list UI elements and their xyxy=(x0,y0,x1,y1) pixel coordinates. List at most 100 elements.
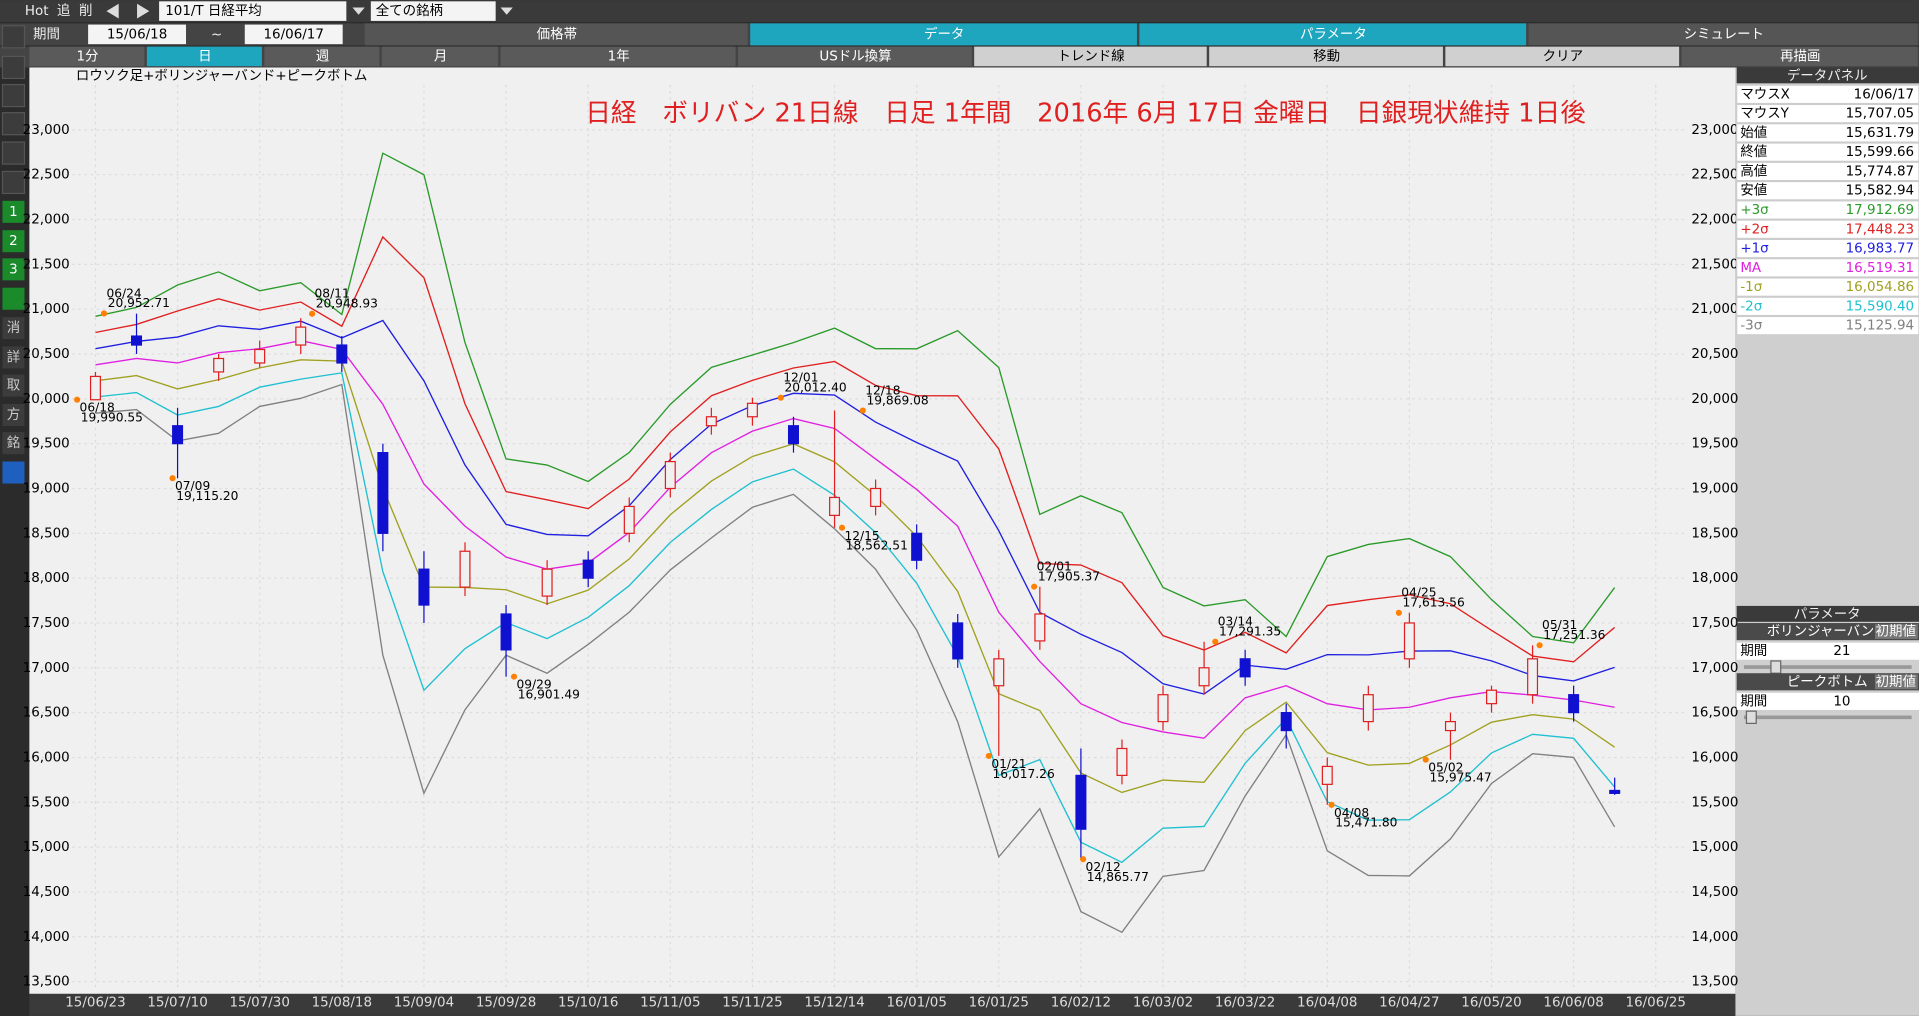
annotation-date: 05/31 xyxy=(1542,618,1577,632)
date-from: 15/06/18 xyxy=(107,27,167,42)
x-tick-label: 15/11/05 xyxy=(640,995,700,1010)
y-tick-label: 17,000 xyxy=(1691,661,1738,676)
sidebar-icon[interactable] xyxy=(2,258,25,281)
sidebar-icon[interactable] xyxy=(1,170,26,195)
panel-value: 16/06/17 xyxy=(1854,87,1914,102)
sidebar-icon[interactable] xyxy=(2,403,25,427)
candle-body xyxy=(418,568,430,606)
settings-icon[interactable] xyxy=(2,461,25,484)
sidebar-icon[interactable] xyxy=(2,200,25,223)
param-label: 期間 xyxy=(1740,693,1767,709)
annotation-value: 20,952.71 xyxy=(108,296,170,310)
sidebar-label: 消 xyxy=(7,320,20,336)
tab[interactable] xyxy=(1528,23,1918,46)
candle-body xyxy=(172,425,184,445)
slider-thumb[interactable] xyxy=(1770,660,1782,674)
peak-marker xyxy=(1212,638,1219,645)
band-line xyxy=(95,152,1616,644)
panel-value: 15,707.05 xyxy=(1846,107,1914,122)
toolbar-item[interactable]: 削 xyxy=(79,3,92,19)
nav-forward[interactable] xyxy=(137,3,150,19)
sidebar-label: 1 xyxy=(9,205,18,220)
reset-button[interactable] xyxy=(1874,674,1918,690)
peak-marker xyxy=(838,524,846,531)
toolbar-button[interactable] xyxy=(974,46,1207,67)
panel-row xyxy=(1736,315,1919,336)
toolbar-button[interactable] xyxy=(500,46,736,67)
toolbar-button[interactable] xyxy=(737,46,972,67)
x-tick-label: 15/08/18 xyxy=(312,995,372,1010)
reset-label: 初期値 xyxy=(1876,674,1916,690)
candle-body xyxy=(582,559,594,579)
peak-marker xyxy=(985,752,992,759)
param-section xyxy=(1736,623,1919,641)
candle-body xyxy=(1280,712,1292,732)
y-tick-label: 14,000 xyxy=(1691,930,1738,945)
peak-marker xyxy=(510,673,518,680)
sidebar-icon[interactable] xyxy=(2,374,25,397)
y-tick-label: 17,500 xyxy=(23,616,70,631)
toolbar-item[interactable]: Hot xyxy=(25,4,49,19)
dropdown[interactable] xyxy=(352,7,365,15)
toolbar-button[interactable] xyxy=(29,46,145,67)
y-tick-label: 15,500 xyxy=(1691,795,1738,810)
sidebar-icon[interactable] xyxy=(1,141,26,165)
annotation-value: 17,251.36 xyxy=(1543,628,1605,642)
panel-label: 安値 xyxy=(1740,183,1767,199)
panel-row xyxy=(1736,277,1919,297)
annotation-date: 12/01 xyxy=(783,371,818,385)
sidebar-icon[interactable] xyxy=(1,25,26,49)
sidebar-icon[interactable] xyxy=(2,346,25,369)
sidebar-icon[interactable] xyxy=(1,112,26,136)
tab[interactable] xyxy=(1139,23,1527,46)
annotation-value: 19,990.55 xyxy=(81,411,143,425)
toolbar-button[interactable] xyxy=(1209,46,1443,67)
param-row xyxy=(1736,692,1919,710)
toolbar-button[interactable] xyxy=(381,46,499,67)
toolbar-item[interactable]: 追 xyxy=(57,3,71,19)
sidebar-label: 取 xyxy=(7,379,20,394)
tab-label: シミュレート xyxy=(1684,27,1764,42)
x-tick-label: 15/11/25 xyxy=(722,995,782,1010)
y-tick-label: 21,000 xyxy=(23,302,70,317)
toolbar-button[interactable] xyxy=(1445,46,1680,67)
panel-row xyxy=(1736,142,1919,162)
annotation-date: 12/15 xyxy=(844,529,879,543)
annotation-value: 17,613.56 xyxy=(1403,596,1465,610)
sidebar-icon[interactable] xyxy=(2,432,25,455)
sidebar-icon[interactable] xyxy=(1,55,26,80)
panel-value: 16,054.86 xyxy=(1846,280,1914,295)
tab[interactable] xyxy=(750,23,1137,46)
toolbar-button[interactable] xyxy=(1681,46,1918,67)
sidebar-icon[interactable] xyxy=(1,83,26,108)
panel-label: -1σ xyxy=(1740,280,1762,295)
panel-row xyxy=(1736,123,1919,143)
slider-thumb[interactable] xyxy=(1745,710,1757,725)
sidebar-icon[interactable] xyxy=(2,230,25,253)
y-tick-label: 15,000 xyxy=(1691,840,1738,855)
x-tick-label: 15/06/23 xyxy=(65,995,125,1010)
sidebar-icon[interactable] xyxy=(2,317,25,340)
date-box[interactable] xyxy=(88,24,187,45)
nav-back[interactable] xyxy=(106,3,119,19)
toolbar-button[interactable] xyxy=(264,46,380,67)
candle-body xyxy=(336,344,348,364)
toolbar-button-label: 日 xyxy=(198,49,211,64)
universe-box[interactable] xyxy=(370,1,496,21)
candle-body xyxy=(1198,667,1210,687)
dropdown[interactable] xyxy=(500,7,513,15)
symbol-box[interactable] xyxy=(159,1,347,21)
peak-marker xyxy=(309,310,316,317)
y-tick-label: 16,500 xyxy=(1691,706,1738,721)
toolbar-button[interactable] xyxy=(146,46,262,67)
reset-button[interactable] xyxy=(1874,624,1918,639)
tab[interactable] xyxy=(364,23,748,46)
y-tick-label: 22,000 xyxy=(23,213,70,228)
peak-marker xyxy=(100,310,108,317)
sidebar-icon[interactable] xyxy=(2,287,25,310)
y-tick-label: 18,000 xyxy=(1691,571,1738,586)
toolbar-button-label: 1分 xyxy=(76,48,98,64)
candle-body xyxy=(254,348,266,364)
date-box[interactable] xyxy=(244,24,343,45)
